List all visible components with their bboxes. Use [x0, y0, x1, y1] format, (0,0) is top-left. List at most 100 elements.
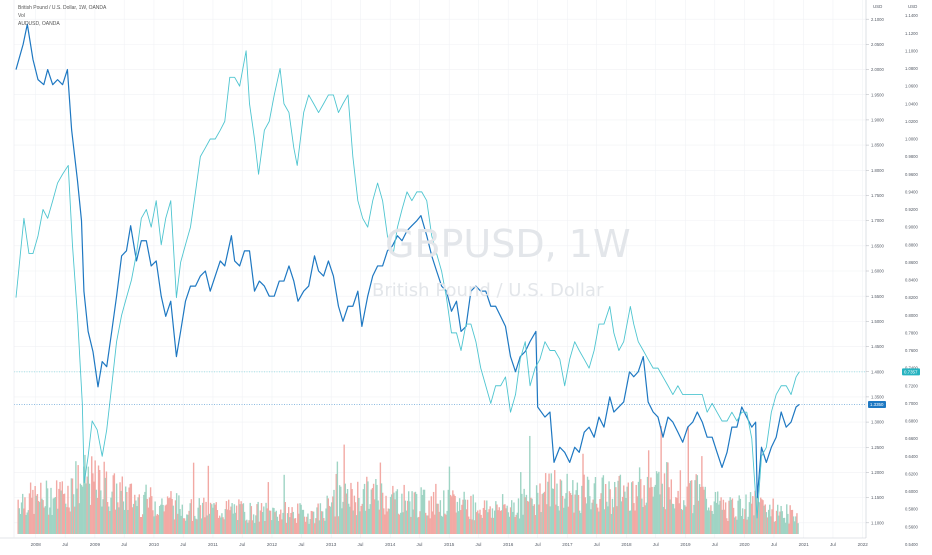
volume-bar: [491, 508, 494, 534]
volume-bar: [96, 497, 99, 534]
volume-bar: [427, 515, 429, 534]
volume-bar: [576, 482, 579, 534]
volume-bar: [265, 502, 267, 534]
volume-bar: [228, 499, 230, 534]
aud-axis-tick-label: 0.9400: [905, 189, 918, 194]
volume-bar: [171, 498, 173, 534]
volume-bar: [198, 498, 200, 534]
volume-bar: [166, 496, 169, 534]
volume-bar: [558, 510, 560, 534]
time-axis-tick-label: 2014: [385, 542, 396, 547]
volume-bar: [634, 510, 636, 534]
volume-bar: [764, 504, 766, 534]
volume-bar: [20, 502, 23, 534]
volume-bar: [21, 493, 24, 534]
volume-bar: [424, 512, 427, 534]
volume-bar: [632, 481, 634, 534]
volume-bar: [66, 507, 68, 534]
volume-bar: [557, 506, 559, 534]
volume-bar: [410, 516, 412, 534]
volume-bar: [638, 467, 641, 534]
volume-bar: [258, 521, 260, 534]
aud-axis-tick-label: 0.7800: [905, 330, 918, 335]
volume-bar: [658, 471, 660, 534]
volume-bar: [714, 491, 717, 534]
volume-bar: [547, 481, 549, 534]
volume-bar: [244, 520, 247, 534]
volume-bar: [127, 509, 129, 534]
volume-bar: [707, 507, 710, 534]
gbp-axis-currency[interactable]: USD: [873, 4, 882, 9]
volume-bar: [70, 478, 73, 534]
volume-bar: [687, 426, 689, 534]
volume-bar: [221, 513, 223, 534]
time-axis-tick-label: Jul: [712, 542, 718, 547]
volume-bar: [154, 501, 156, 534]
time-axis-tick-label: Jul: [239, 542, 245, 547]
volume-bar: [122, 501, 125, 534]
volume-bar: [375, 479, 377, 534]
volume-bar: [136, 506, 138, 534]
volume-bar: [526, 500, 529, 534]
volume-bar: [506, 505, 508, 534]
volume-bar: [212, 507, 214, 534]
volume-bar: [207, 465, 210, 534]
gbp-axis-tick-label: 1.3000: [871, 420, 884, 425]
volume-bar: [620, 501, 623, 534]
volume-bar: [180, 515, 182, 534]
volume-bar: [404, 500, 406, 534]
volume-bar: [472, 494, 474, 534]
volume-bar: [527, 501, 530, 534]
volume-bar: [158, 505, 161, 534]
volume-bar: [340, 486, 342, 534]
volume-bar: [332, 496, 334, 534]
legend-compare-series[interactable]: AUDUSD, OANDA: [18, 21, 60, 27]
volume-bar: [59, 481, 61, 534]
volume-bar: [32, 489, 34, 534]
volume-bar: [718, 504, 720, 534]
volume-bar: [261, 512, 264, 534]
volume-bar: [144, 491, 146, 534]
volume-bar: [268, 510, 271, 534]
volume-bar: [68, 507, 70, 534]
volume-bar: [569, 493, 572, 534]
volume-bar: [463, 491, 465, 534]
volume-bar: [199, 505, 202, 534]
series-line-gbpusd[interactable]: [15, 23, 800, 499]
volume-bar: [243, 511, 246, 534]
series-line-audusd[interactable]: [15, 50, 800, 519]
volume-bar: [413, 492, 416, 534]
volume-bar: [351, 489, 353, 534]
volume-bar: [581, 485, 583, 534]
volume-bar: [23, 508, 25, 534]
volume-bar: [109, 511, 111, 534]
volume-bar: [769, 504, 771, 534]
volume-bar: [148, 497, 151, 534]
volume-bar: [633, 503, 635, 534]
volume-bar: [762, 500, 764, 534]
volume-bar: [38, 502, 41, 534]
volume-bar: [42, 500, 44, 534]
volume-bar: [797, 523, 799, 534]
gbp-axis-tick-label: 1.4500: [871, 344, 884, 349]
aud-axis-currency[interactable]: USD: [908, 4, 917, 9]
aud-axis-tick-label: 0.6200: [905, 471, 918, 476]
volume-bar: [758, 502, 761, 534]
legend-volume[interactable]: Vol: [18, 13, 25, 19]
volume-bar: [630, 482, 633, 534]
aud-axis-tick-label: 0.7400: [905, 366, 918, 371]
volume-bar: [772, 498, 774, 534]
volume-bar: [728, 500, 730, 534]
volume-bar: [179, 509, 181, 534]
volume-bar: [35, 495, 37, 534]
volume-bar: [52, 498, 54, 534]
volume-bar: [367, 481, 369, 534]
price-axis-panel[interactable]: [866, 0, 932, 550]
volume-bar: [381, 492, 384, 534]
volume-bar: [110, 497, 112, 534]
gbp-last-value-badge: [868, 400, 886, 408]
aud-axis-tick-label: 0.6400: [905, 454, 918, 459]
legend-main-series[interactable]: British Pound / U.S. Dollar, 1W, OANDA: [18, 5, 107, 11]
time-axis-tick-label: 2012: [267, 542, 278, 547]
